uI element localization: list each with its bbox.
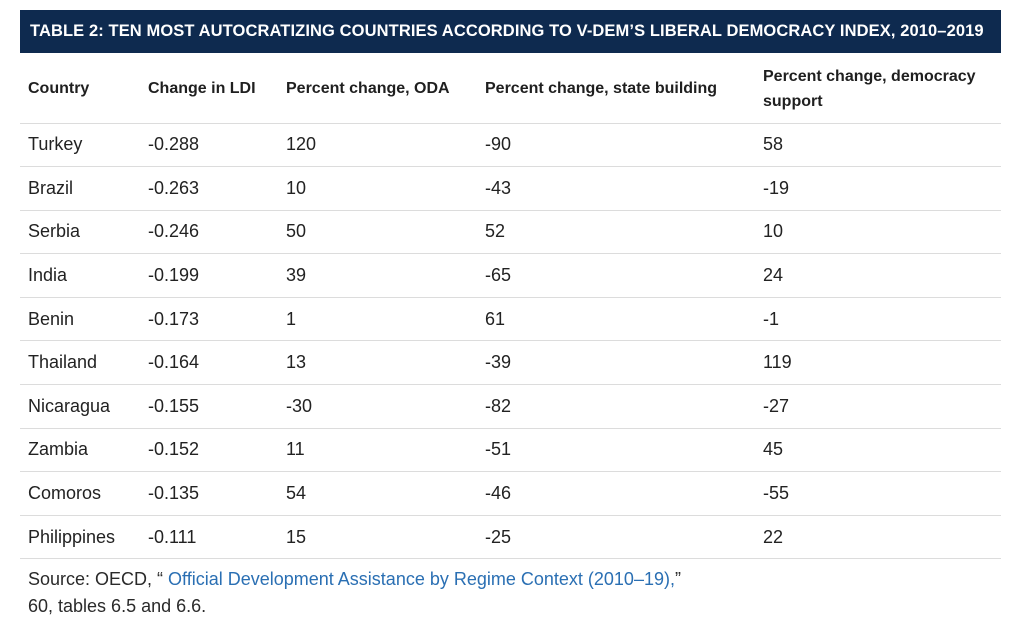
- cell-state-building: -39: [477, 340, 755, 386]
- cell-change-ldi: -0.246: [140, 210, 278, 255]
- cell-state-building: 61: [477, 297, 755, 342]
- source-prefix: Source: OECD, “: [28, 569, 169, 589]
- header-row: Country Change in LDI Percent change, OD…: [20, 55, 1001, 124]
- cell-democracy-support: 22: [755, 515, 1001, 560]
- cell-oda: 10: [278, 166, 477, 211]
- column-header-change-ldi: Change in LDI: [140, 55, 278, 124]
- cell-democracy-support: 24: [755, 253, 1001, 298]
- cell-oda: 13: [278, 340, 477, 386]
- column-header-democracy-support: Percent change, democracy support: [755, 55, 1001, 124]
- cell-country: Turkey: [20, 123, 140, 168]
- cell-state-building: -90: [477, 123, 755, 168]
- table-title: TABLE 2: TEN MOST AUTOCRATIZING COUNTRIE…: [20, 10, 1001, 53]
- cell-democracy-support: -1: [755, 297, 1001, 342]
- cell-change-ldi: -0.288: [140, 123, 278, 168]
- cell-oda: 1: [278, 297, 477, 342]
- cell-country: Comoros: [20, 471, 140, 516]
- cell-change-ldi: -0.263: [140, 166, 278, 211]
- cell-democracy-support: 58: [755, 123, 1001, 168]
- cell-country: Thailand: [20, 340, 140, 386]
- table-row: India -0.199 39 -65 24: [20, 253, 1001, 298]
- cell-change-ldi: -0.152: [140, 428, 278, 473]
- table-row: Thailand -0.164 13 -39 119: [20, 340, 1001, 386]
- cell-change-ldi: -0.199: [140, 253, 278, 298]
- cell-state-building: -46: [477, 471, 755, 516]
- table-row: Comoros -0.135 54 -46 -55: [20, 471, 1001, 516]
- cell-country: Nicaragua: [20, 384, 140, 429]
- cell-oda: 54: [278, 471, 477, 516]
- cell-democracy-support: 119: [755, 340, 1001, 386]
- source-suffix: ”: [674, 569, 681, 589]
- table-row: Zambia -0.152 11 -51 45: [20, 428, 1001, 473]
- cell-country: India: [20, 253, 140, 298]
- cell-country: Philippines: [20, 515, 140, 560]
- cell-state-building: 52: [477, 210, 755, 255]
- cell-oda: 11: [278, 428, 477, 473]
- column-header-state-building: Percent change, state building: [477, 55, 755, 124]
- cell-country: Brazil: [20, 166, 140, 211]
- table-row: Turkey -0.288 120 -90 58: [20, 123, 1001, 168]
- table-row: Benin -0.173 1 61 -1: [20, 297, 1001, 342]
- cell-change-ldi: -0.173: [140, 297, 278, 342]
- table-row: Serbia -0.246 50 52 10: [20, 210, 1001, 255]
- cell-country: Serbia: [20, 210, 140, 255]
- cell-state-building: -51: [477, 428, 755, 473]
- cell-change-ldi: -0.111: [140, 515, 278, 560]
- cell-change-ldi: -0.164: [140, 340, 278, 386]
- cell-change-ldi: -0.155: [140, 384, 278, 429]
- source-note: Source: OECD, “ Official Development Ass…: [28, 566, 768, 620]
- cell-democracy-support: -27: [755, 384, 1001, 429]
- source-link[interactable]: Official Development Assistance by Regim…: [168, 569, 675, 589]
- cell-state-building: -65: [477, 253, 755, 298]
- cell-democracy-support: -19: [755, 166, 1001, 211]
- table-row: Nicaragua -0.155 -30 -82 -27: [20, 384, 1001, 429]
- cell-change-ldi: -0.135: [140, 471, 278, 516]
- cell-oda: 50: [278, 210, 477, 255]
- cell-oda: 15: [278, 515, 477, 560]
- cell-country: Benin: [20, 297, 140, 342]
- cell-democracy-support: 10: [755, 210, 1001, 255]
- column-header-oda: Percent change, ODA: [278, 55, 477, 124]
- column-header-country: Country: [20, 55, 140, 124]
- cell-country: Zambia: [20, 428, 140, 473]
- cell-state-building: -82: [477, 384, 755, 429]
- cell-oda: 39: [278, 253, 477, 298]
- cell-oda: 120: [278, 123, 477, 168]
- cell-democracy-support: -55: [755, 471, 1001, 516]
- cell-democracy-support: 45: [755, 428, 1001, 473]
- table-row: Philippines -0.111 15 -25 22: [20, 515, 1001, 560]
- data-table: Country Change in LDI Percent change, OD…: [20, 55, 1001, 560]
- cell-state-building: -43: [477, 166, 755, 211]
- table-row: Brazil -0.263 10 -43 -19: [20, 166, 1001, 211]
- source-line2: 60, tables 6.5 and 6.6.: [28, 596, 207, 616]
- cell-state-building: -25: [477, 515, 755, 560]
- cell-oda: -30: [278, 384, 477, 429]
